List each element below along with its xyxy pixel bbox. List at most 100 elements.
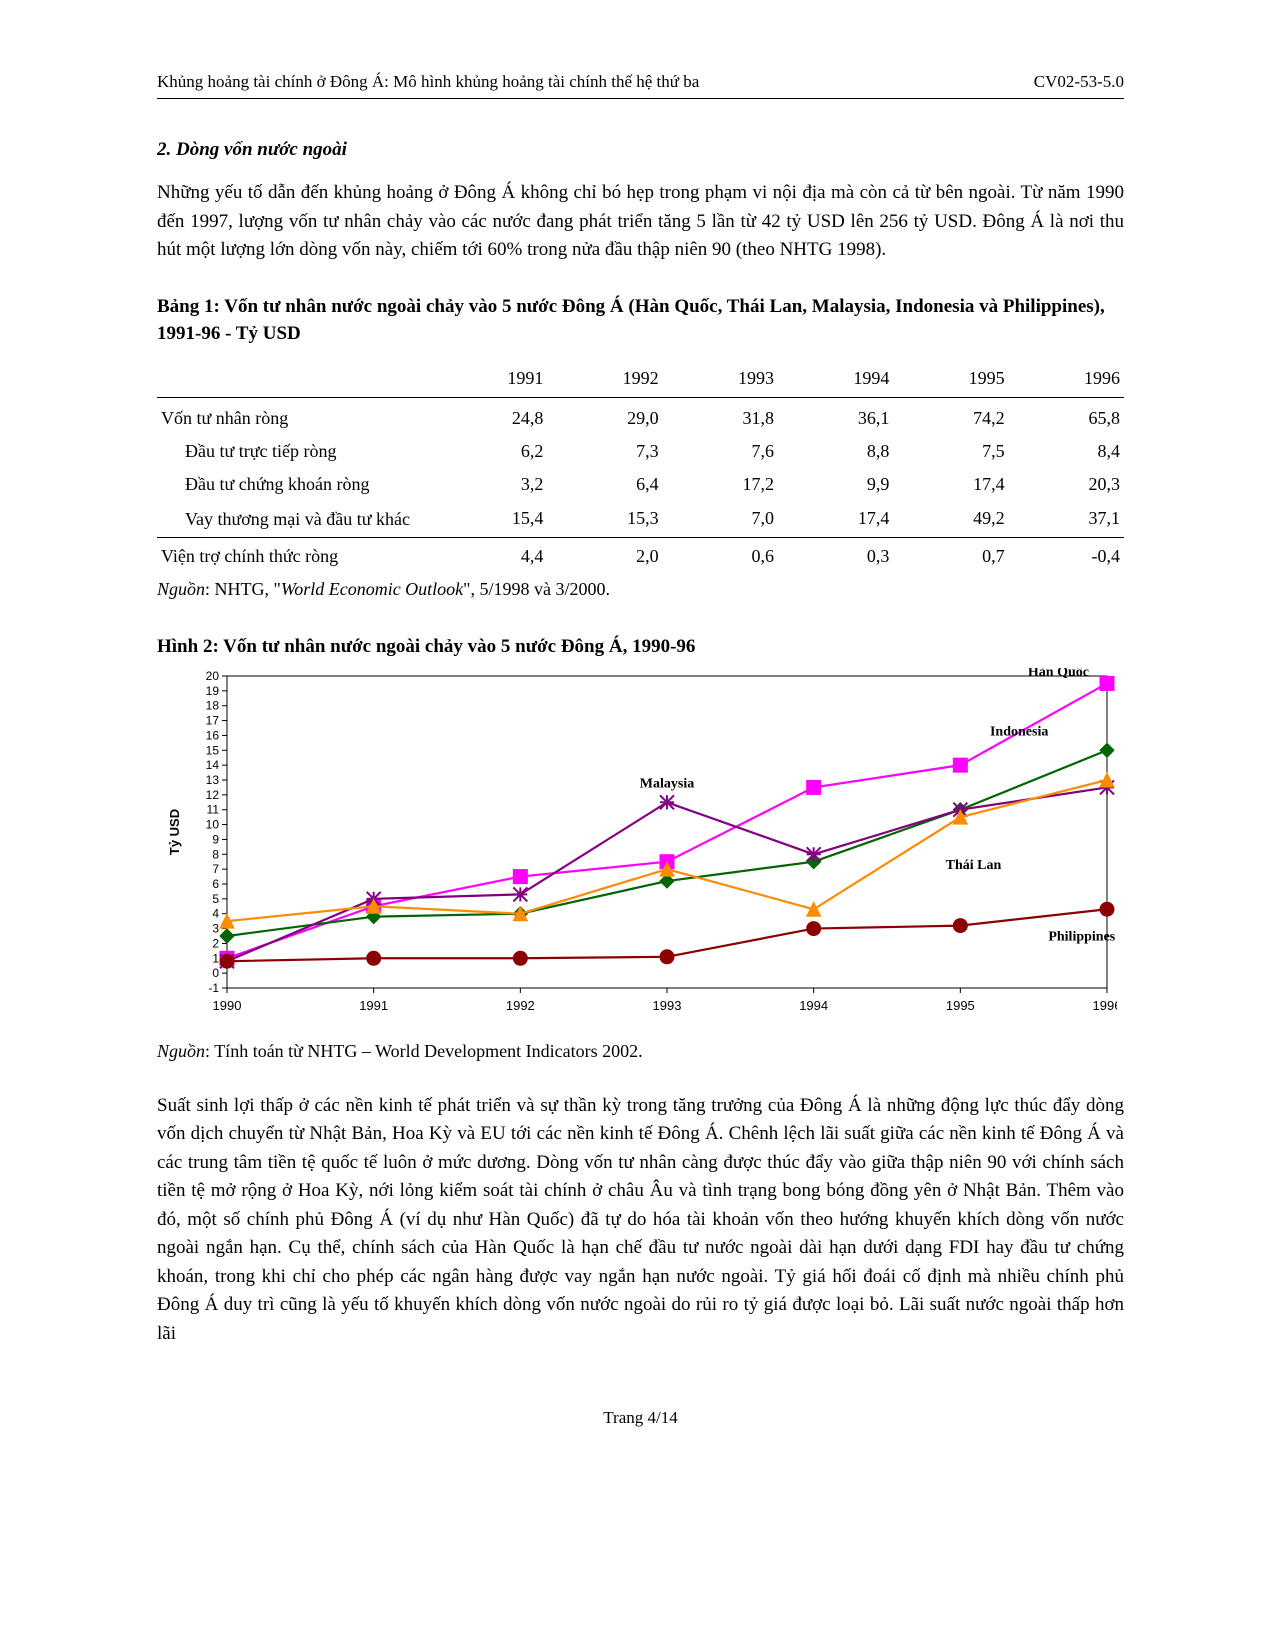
marker-square <box>1100 676 1114 690</box>
table-col-header: 1994 <box>778 362 893 398</box>
y-tick-label: 16 <box>206 728 220 742</box>
table-cell: 7,3 <box>547 435 662 468</box>
header-right: CV02-53-5.0 <box>1034 72 1124 92</box>
table-row-label: Viện trợ chính thức ròng <box>157 537 432 573</box>
table-row: Viện trợ chính thức ròng4,42,00,60,30,7-… <box>157 537 1124 573</box>
marker-circle <box>953 918 967 932</box>
table-cell: 3,2 <box>432 468 547 501</box>
source-tail: ", 5/1998 và 3/2000. <box>463 579 610 599</box>
y-tick-label: 18 <box>206 699 220 713</box>
y-axis-title: Tỷ USD <box>167 809 182 855</box>
marker-square <box>513 869 527 883</box>
table-cell: 31,8 <box>663 397 778 435</box>
figure-source-label: Nguồn <box>157 1041 205 1061</box>
figure-source-text: : Tính toán từ NHTG – World Development … <box>205 1041 643 1061</box>
table-row-label: Đầu tư chứng khoán ròng <box>157 468 432 501</box>
table-cell: 37,1 <box>1009 501 1124 538</box>
marker-circle <box>513 951 527 965</box>
y-tick-label: 7 <box>212 862 219 876</box>
table-col-header: 1992 <box>547 362 662 398</box>
table-row: Vay thương mại và đầu tư khác15,415,37,0… <box>157 501 1124 538</box>
table-cell: 17,4 <box>778 501 893 538</box>
table-row-label: Vay thương mại và đầu tư khác <box>157 501 432 538</box>
table-col-header: 1993 <box>663 362 778 398</box>
section-heading: 2. Dòng vốn nước ngoài <box>157 139 1124 161</box>
header-left: Khủng hoảng tài chính ở Đông Á: Mô hình … <box>157 72 699 92</box>
x-tick-label: 1993 <box>653 998 682 1013</box>
table-row: Đầu tư trực tiếp ròng6,27,37,68,87,58,4 <box>157 435 1124 468</box>
table-cell: 15,4 <box>432 501 547 538</box>
y-tick-label: 0 <box>212 966 219 980</box>
table-cell: 74,2 <box>893 397 1008 435</box>
table-cell: 36,1 <box>778 397 893 435</box>
chart-svg: -101234567891011121314151617181920199019… <box>157 668 1117 1028</box>
y-tick-label: 5 <box>212 892 219 906</box>
x-tick-label: 1991 <box>359 998 388 1013</box>
x-tick-label: 1996 <box>1093 998 1117 1013</box>
y-tick-label: 20 <box>206 669 220 683</box>
table-cell: 0,3 <box>778 537 893 573</box>
table-body: Vốn tư nhân ròng24,829,031,836,174,265,8… <box>157 397 1124 573</box>
table-cell: 9,9 <box>778 468 893 501</box>
y-tick-label: 9 <box>212 832 219 846</box>
y-tick-label: 10 <box>206 817 220 831</box>
x-tick-label: 1994 <box>799 998 828 1013</box>
table-cell: 7,5 <box>893 435 1008 468</box>
y-tick-label: 19 <box>206 684 220 698</box>
table-row: Đầu tư chứng khoán ròng3,26,417,29,917,4… <box>157 468 1124 501</box>
plot-area <box>227 676 1107 988</box>
paragraph-2: Suất sinh lợi thấp ở các nền kinh tế phá… <box>157 1092 1124 1349</box>
table-col-header: 1991 <box>432 362 547 398</box>
y-tick-label: 17 <box>206 713 220 727</box>
table-col-header: 1996 <box>1009 362 1124 398</box>
line-chart: -101234567891011121314151617181920199019… <box>157 668 1124 1033</box>
y-tick-label: 6 <box>212 877 219 891</box>
table-cell: -0,4 <box>1009 537 1124 573</box>
table-row-label: Đầu tư trực tiếp ròng <box>157 435 432 468</box>
marker-circle <box>660 950 674 964</box>
marker-square <box>807 780 821 794</box>
table-cell: 6,4 <box>547 468 662 501</box>
x-tick-label: 1992 <box>506 998 535 1013</box>
series-label: Philippines <box>1048 929 1115 944</box>
table-cell: 4,4 <box>432 537 547 573</box>
table-cell: 7,0 <box>663 501 778 538</box>
y-tick-label: 12 <box>206 788 220 802</box>
table-cell: 0,6 <box>663 537 778 573</box>
y-tick-label: 3 <box>212 921 219 935</box>
marker-circle <box>220 954 234 968</box>
series-label: Hàn Quốc <box>1028 668 1089 680</box>
table-cell: 65,8 <box>1009 397 1124 435</box>
marker-circle <box>807 921 821 935</box>
table-cell: 24,8 <box>432 397 547 435</box>
source-text: : NHTG, " <box>205 579 281 599</box>
y-tick-label: 4 <box>212 907 219 921</box>
table-col-header: 1995 <box>893 362 1008 398</box>
y-tick-label: 1 <box>212 951 219 965</box>
figure-title: Hình 2: Vốn tư nhân nước ngoài chảy vào … <box>157 636 1124 658</box>
table-cell: 49,2 <box>893 501 1008 538</box>
table-row: Vốn tư nhân ròng24,829,031,836,174,265,8 <box>157 397 1124 435</box>
table-source: Nguồn: NHTG, "World Economic Outlook", 5… <box>157 579 1124 600</box>
x-tick-label: 1990 <box>213 998 242 1013</box>
data-table: 199119921993199419951996 Vốn tư nhân ròn… <box>157 362 1124 573</box>
marker-square <box>953 758 967 772</box>
source-work: World Economic Outlook <box>281 579 463 599</box>
table-cell: 8,8 <box>778 435 893 468</box>
table-cell: 7,6 <box>663 435 778 468</box>
page: Khủng hoảng tài chính ở Đông Á: Mô hình … <box>0 0 1274 1488</box>
table-cell: 8,4 <box>1009 435 1124 468</box>
y-tick-label: 15 <box>206 743 220 757</box>
y-tick-label: 8 <box>212 847 219 861</box>
table-row-label: Vốn tư nhân ròng <box>157 397 432 435</box>
x-tick-label: 1995 <box>946 998 975 1013</box>
series-label: Indonesia <box>990 724 1048 739</box>
table-col-header <box>157 362 432 398</box>
y-tick-label: -1 <box>208 981 219 995</box>
figure-source: Nguồn: Tính toán từ NHTG – World Develop… <box>157 1041 1124 1062</box>
table-cell: 17,2 <box>663 468 778 501</box>
marker-circle <box>1100 902 1114 916</box>
table-cell: 2,0 <box>547 537 662 573</box>
page-header: Khủng hoảng tài chính ở Đông Á: Mô hình … <box>157 72 1124 99</box>
paragraph-1: Những yếu tố dẫn đến khủng hoảng ở Đông … <box>157 179 1124 265</box>
